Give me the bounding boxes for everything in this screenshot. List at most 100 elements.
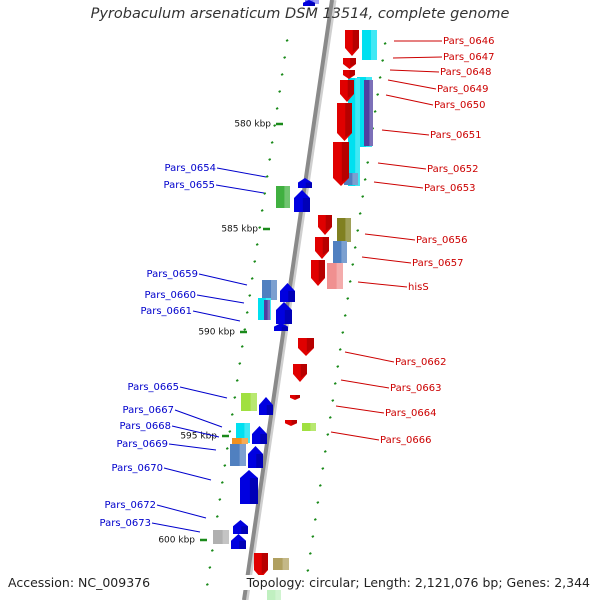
cds-block-fill <box>276 186 290 208</box>
reverse-gene-arrow <box>276 302 292 324</box>
label-leader <box>344 351 395 363</box>
label-leader <box>151 522 201 533</box>
cds-block-fill <box>327 263 343 289</box>
cds-tracks-layer <box>213 0 377 600</box>
minor-tick <box>270 141 274 144</box>
minor-tick <box>250 277 254 280</box>
cds-block-highlight <box>271 280 277 300</box>
minor-tick <box>230 413 234 416</box>
cds-block <box>273 558 289 570</box>
reverse-gene-arrow-shade <box>260 434 267 444</box>
minor-tick <box>348 280 352 283</box>
forward-gene-arrow <box>343 58 356 69</box>
minor-tick <box>248 294 252 297</box>
reverse-gene-arrow-shade <box>284 310 292 324</box>
label-leader <box>196 294 245 304</box>
cds-block <box>262 280 277 300</box>
reverse-gene-arrow-shade <box>302 198 310 212</box>
forward-gene-arrow-shade <box>291 420 297 425</box>
minor-tick <box>240 345 244 348</box>
label-leader <box>179 386 228 399</box>
forward-gene-label: Pars_0651 <box>430 130 481 141</box>
forward-gene-label: Pars_0648 <box>440 67 491 78</box>
label-leader <box>163 467 212 481</box>
forward-gene-arrow-shade <box>352 30 359 52</box>
cds-block-fill <box>302 423 316 431</box>
reverse-gene-arrow-body <box>276 302 292 324</box>
accession-text: Accession: NC_009376 <box>8 575 155 590</box>
minor-tick <box>323 450 327 453</box>
reverse-gene-label: Pars_0665 <box>128 382 179 393</box>
scale-label: 600 kbp <box>158 536 195 546</box>
topology-text: Topology: circular; Length: 2,121,076 bp… <box>242 575 590 590</box>
cds-block-fill <box>362 30 377 60</box>
reverse-gene-label: Pars_0655 <box>164 180 215 191</box>
reverse-gene-label: Pars_0659 <box>147 269 198 280</box>
cds-block <box>327 263 343 289</box>
forward-gene-label: Pars_0652 <box>427 164 478 175</box>
forward-gene-label: Pars_0656 <box>416 235 467 246</box>
cds-block <box>230 444 246 466</box>
minor-tick <box>280 73 284 76</box>
map-title: Pyrobaculum arsenaticum DSM 13514, compl… <box>90 6 510 22</box>
forward-gene-arrow <box>318 215 332 235</box>
reverse-gene-arrow-shade <box>266 405 273 415</box>
reverse-gene-label: Pars_0673 <box>100 518 151 529</box>
minor-tick <box>383 42 387 45</box>
minor-tick <box>343 314 347 317</box>
label-leader <box>168 443 217 451</box>
minor-tick <box>223 464 227 467</box>
minor-tick <box>268 158 272 161</box>
reverse-gene-arrow <box>252 426 267 444</box>
cds-block-fill <box>337 218 351 242</box>
forward-gene-arrow-body <box>343 58 356 69</box>
forward-gene-arrow <box>298 338 314 356</box>
forward-gene-label: Pars_0662 <box>395 357 446 368</box>
forward-gene-arrow-shade <box>300 364 307 378</box>
forward-gene-arrow-body <box>254 553 268 578</box>
forward-gene-label: Pars_0657 <box>412 258 463 269</box>
minor-tick <box>328 416 332 419</box>
reverse-gene-label: Pars_0672 <box>105 500 156 511</box>
cds-block <box>364 80 373 146</box>
reverse-gene-arrow-shade <box>256 454 263 468</box>
reverse-gene-arrow <box>280 283 295 302</box>
reverse-gene-arrow-body <box>240 470 258 504</box>
forward-gene-arrow-shade <box>345 103 352 137</box>
reverse-gene-arrow-body <box>280 283 295 302</box>
cds-block-highlight <box>310 423 316 431</box>
cds-block-highlight <box>313 0 319 4</box>
minor-tick <box>316 501 320 504</box>
reverse-gene-arrow-body <box>303 0 315 6</box>
cds-block-highlight <box>275 584 281 600</box>
minor-tick <box>210 549 214 552</box>
cds-block <box>302 423 316 431</box>
forward-gene-label: Pars_0666 <box>380 435 431 446</box>
reverse-gene-arrow <box>248 446 263 468</box>
forward-gene-label: Pars_0653 <box>424 183 475 194</box>
label-leader <box>357 281 408 288</box>
minor-tick <box>235 379 239 382</box>
reverse-gene-arrow-body <box>274 323 288 331</box>
cds-block <box>232 438 248 444</box>
minor-tick <box>238 362 242 365</box>
forward-gene-label: Pars_0664 <box>385 408 436 419</box>
cds-block-highlight <box>352 173 358 185</box>
minor-tick <box>356 229 360 232</box>
reverse-gene-arrow <box>233 520 248 534</box>
label-leader <box>381 129 430 136</box>
minor-tick <box>333 382 337 385</box>
forward-gene-arrow-body <box>285 420 297 426</box>
minor-tick <box>208 566 212 569</box>
forward-gene-arrow-body <box>333 142 349 186</box>
reverse-gene-arrow-shade <box>281 326 288 331</box>
forward-gene-arrow-body <box>343 70 355 79</box>
forward-gene-label: Pars_0650 <box>434 100 485 111</box>
reverse-gene-arrow-shade <box>241 526 248 534</box>
minor-tick <box>351 263 355 266</box>
forward-gene-label: Pars_0649 <box>437 84 488 95</box>
reverse-gene-arrow-body <box>259 397 273 415</box>
minor-tick <box>353 246 357 249</box>
forward-gene-arrow-shade <box>325 215 332 231</box>
